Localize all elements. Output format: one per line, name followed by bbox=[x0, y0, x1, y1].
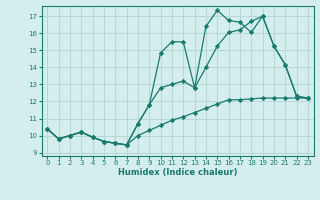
X-axis label: Humidex (Indice chaleur): Humidex (Indice chaleur) bbox=[118, 168, 237, 177]
